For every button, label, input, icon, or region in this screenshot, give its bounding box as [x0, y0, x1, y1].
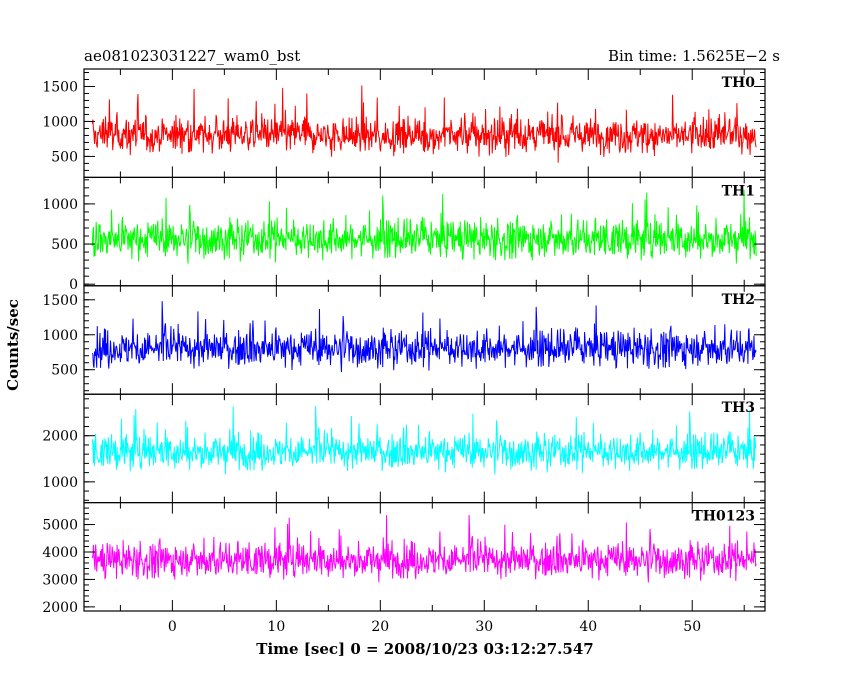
- panel-th1: 0 500 1000 TH1: [42, 176, 766, 293]
- panel-label: TH0123: [692, 509, 755, 525]
- series-th0123: [91, 514, 757, 583]
- x-tick-label: 30: [475, 619, 493, 635]
- x-tick-label: 0: [168, 619, 177, 635]
- y-tick-label: 2000: [42, 429, 78, 445]
- y-tick-label: 2000: [42, 600, 78, 616]
- panel-th3: 1000 2000 TH3: [42, 393, 766, 504]
- series-th0: [91, 85, 757, 163]
- panel-label: TH3: [722, 400, 755, 416]
- y-tick-label: 1000: [42, 114, 78, 130]
- y-tick-label: 3000: [42, 572, 78, 588]
- series-th1: [91, 189, 757, 264]
- y-tick-label: 500: [51, 237, 78, 253]
- x-tick-label: 10: [267, 619, 285, 635]
- y-tick-label: 1000: [42, 197, 78, 213]
- series-th2: [91, 301, 757, 373]
- panel-frame: [83, 502, 766, 612]
- panel-label: TH0: [722, 75, 756, 91]
- x-tick-label: 20: [371, 619, 389, 635]
- y-tick-label: 1500: [42, 293, 78, 309]
- y-axis-label: Counts/sec: [4, 299, 22, 391]
- x-tick-label: 50: [683, 619, 701, 635]
- panel-th0: 500 1000 1500 TH0: [42, 68, 766, 179]
- panel-label: TH2: [722, 292, 755, 308]
- y-tick-label: 1500: [42, 79, 78, 95]
- panel-label: TH1: [722, 183, 755, 199]
- series-th3: [91, 406, 757, 475]
- y-tick-label: 1000: [42, 328, 78, 344]
- chart-title: ae081023031227_wam0_bst: [84, 47, 300, 65]
- y-tick-label: 1000: [42, 475, 78, 491]
- y-tick-label: 500: [51, 149, 78, 165]
- y-tick-label: 0: [69, 277, 78, 293]
- bin-time-label: Bin time: 1.5625E−2 s: [608, 47, 780, 65]
- x-axis-label: Time [sec] 0 = 2008/10/23 03:12:27.547: [256, 640, 593, 658]
- y-tick-label: 4000: [42, 545, 78, 561]
- panel-th2: 500 1000 1500 TH2: [42, 285, 766, 395]
- x-tick-label: 40: [579, 619, 597, 635]
- y-tick-label: 500: [51, 363, 78, 379]
- panel-th0123: 2000 3000 4000 5000 TH0123: [42, 502, 766, 616]
- y-tick-label: 5000: [42, 518, 78, 534]
